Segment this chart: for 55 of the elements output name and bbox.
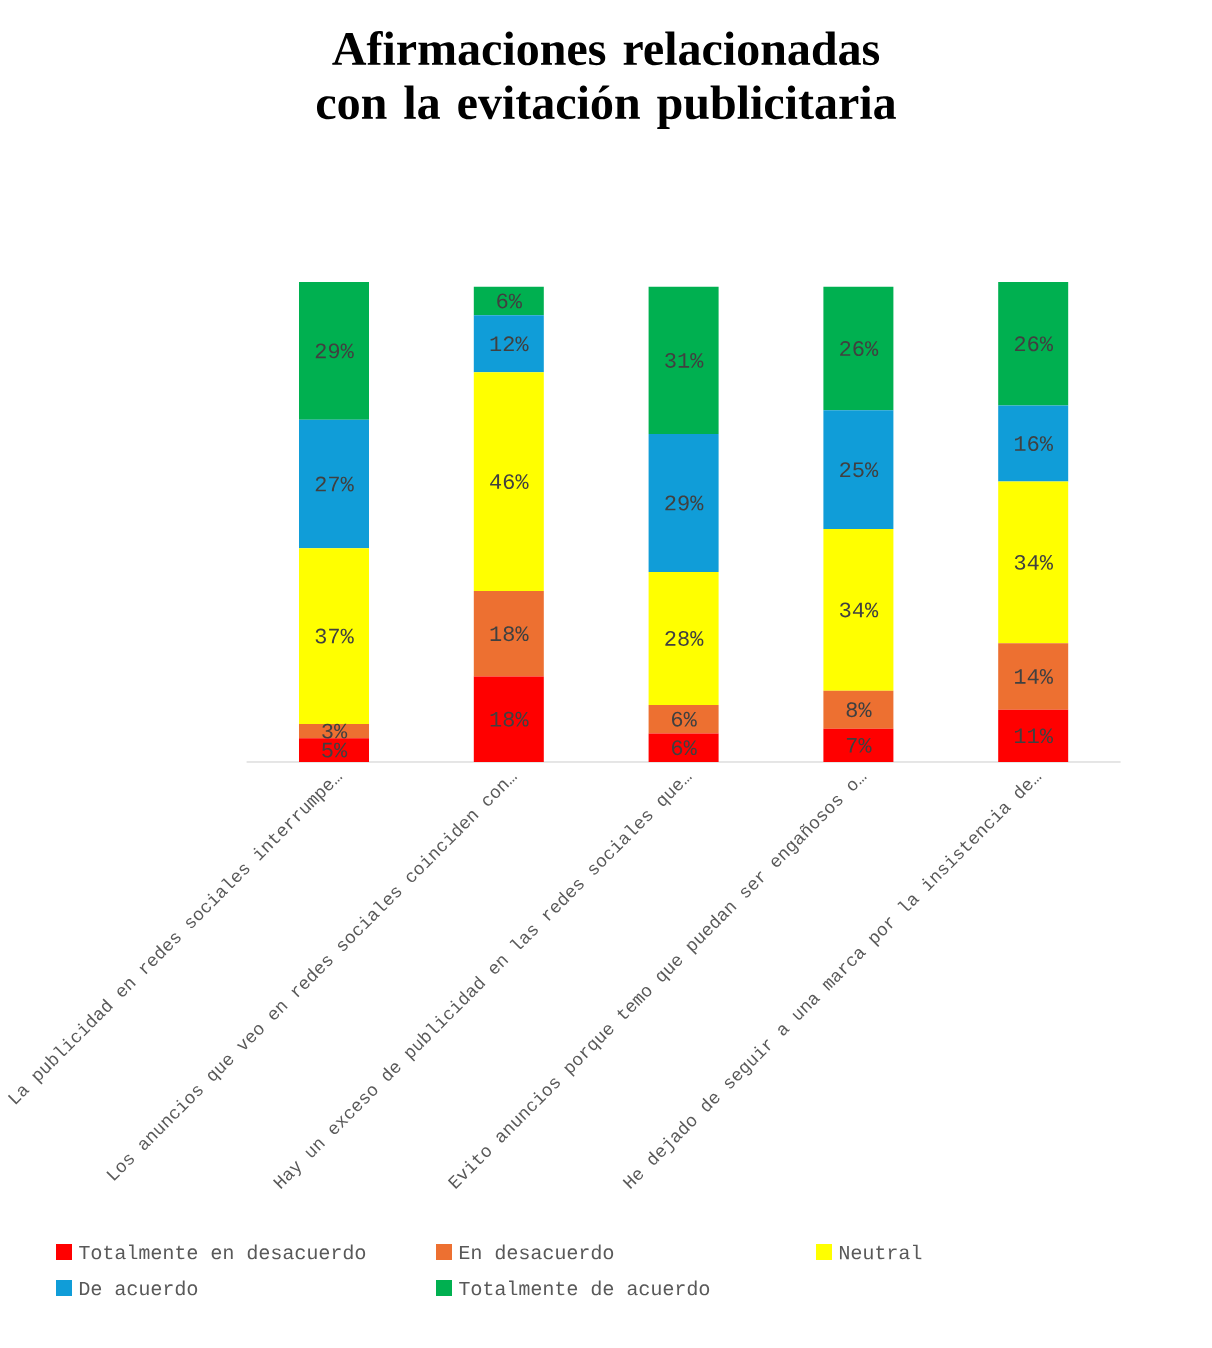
legend-label: Totalmente en desacuerdo — [79, 1244, 366, 1260]
data-label: 5% — [322, 742, 348, 758]
bar — [299, 738, 369, 762]
data-label: 29% — [315, 343, 354, 359]
data-label: 12% — [490, 336, 529, 352]
bar — [473, 286, 544, 316]
bar — [473, 590, 544, 677]
data-label: 34% — [839, 602, 879, 618]
chart-title: Afirmaciones relacionadas con la evitación publicitaria — [316, 30, 896, 129]
data-label: 6% — [672, 740, 697, 756]
legend-label: Totalmente de acuerdo — [459, 1280, 710, 1296]
bar — [299, 282, 369, 420]
legend-label: En desacuerdo — [459, 1244, 614, 1260]
legend-label: De acuerdo — [79, 1280, 198, 1296]
bar — [823, 728, 894, 762]
bar — [648, 434, 719, 572]
bar — [823, 286, 894, 411]
bar — [473, 676, 544, 762]
data-label: 3% — [322, 723, 348, 739]
data-label: 7% — [846, 737, 872, 753]
data-label: 18% — [490, 626, 529, 642]
data-label: 37% — [315, 628, 354, 644]
data-label: 18% — [490, 711, 529, 727]
bar — [823, 410, 894, 530]
data-label: 28% — [665, 630, 704, 646]
data-label: 14% — [1015, 669, 1053, 684]
bar — [998, 709, 1069, 762]
bar — [998, 643, 1069, 710]
bar — [823, 690, 894, 729]
data-label: 26% — [1014, 336, 1053, 352]
data-label: 6% — [672, 711, 697, 727]
bar — [998, 481, 1069, 644]
bar — [299, 419, 369, 549]
data-label: 11% — [1015, 728, 1053, 744]
data-label: 34% — [1014, 554, 1053, 570]
bar — [648, 286, 719, 435]
data-label: 29% — [665, 495, 704, 511]
bar — [299, 548, 369, 724]
bar — [648, 571, 719, 705]
legend-label: Neutral — [839, 1244, 922, 1260]
data-label: 46% — [490, 474, 529, 490]
data-label: 26% — [840, 341, 879, 356]
bar — [648, 704, 719, 734]
bar — [648, 733, 719, 762]
data-label: 16% — [1015, 436, 1053, 452]
data-label: 27% — [315, 476, 354, 492]
bar — [473, 315, 544, 373]
bar — [998, 405, 1069, 482]
data-label: 25% — [840, 462, 879, 478]
data-label: 8% — [846, 702, 872, 718]
bar — [823, 529, 894, 691]
bar — [473, 372, 544, 591]
data-label: 31% — [665, 352, 704, 368]
bar — [998, 282, 1069, 406]
data-label: 6% — [497, 293, 523, 309]
